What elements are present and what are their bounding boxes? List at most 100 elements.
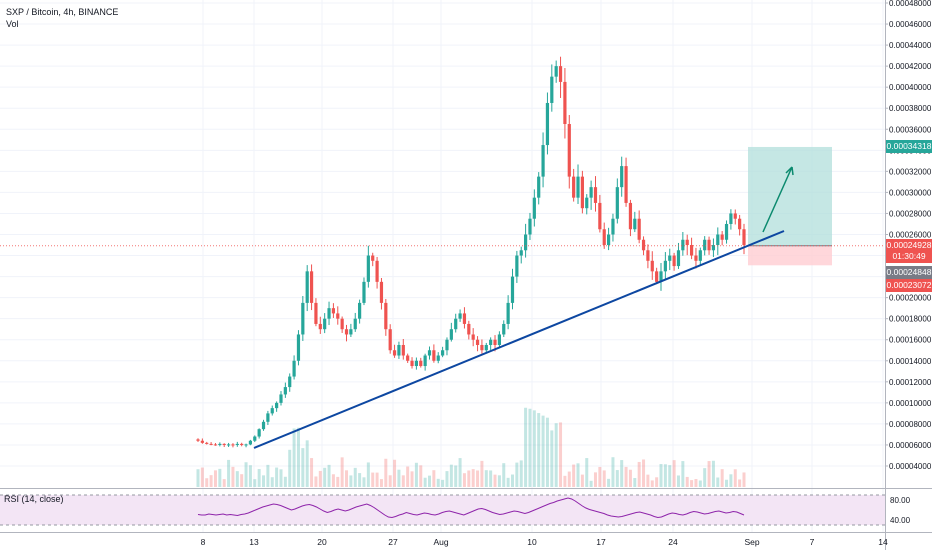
volume-bar (419, 465, 423, 487)
volume-bar (624, 466, 628, 487)
rsi-axis-label: 80.00 (890, 496, 911, 505)
price-tag: 01:30:49 (886, 250, 932, 264)
volume-bar (729, 474, 733, 487)
candle-body (296, 334, 301, 361)
volume-bar (690, 480, 694, 487)
price-tick-label: 0.00018000 (889, 315, 932, 324)
candle-body (567, 124, 571, 177)
candle-body (279, 394, 283, 403)
volume-bar (563, 475, 567, 487)
target-arrowhead (785, 166, 794, 176)
price-tick-label: 0.00004000 (889, 462, 932, 471)
candle-body (681, 239, 685, 251)
volume-bar (296, 427, 300, 487)
volume-bar (659, 464, 663, 487)
volume-bar (593, 472, 597, 487)
candle-body (458, 313, 462, 319)
volume-bar (209, 475, 213, 487)
volume-bar (248, 465, 252, 487)
volume-bar (646, 474, 650, 487)
candle-body (515, 255, 519, 277)
candle-body (550, 76, 554, 103)
rsi-legend[interactable]: RSI (14, close) (4, 494, 64, 504)
rsi-band (0, 495, 885, 525)
volume-bar (480, 460, 484, 487)
candle-body (305, 271, 309, 303)
volume-bar (406, 466, 410, 487)
candle-body (729, 213, 733, 224)
volume-bar (484, 470, 488, 487)
price-tick-label: 0.00010000 (889, 399, 932, 408)
volume-bar (436, 478, 440, 487)
volume-bar (637, 461, 641, 487)
volume-bar (349, 475, 353, 487)
candle-body (502, 323, 506, 335)
volume-bar (205, 478, 209, 487)
time-tick-label: 20 (317, 537, 327, 547)
volume-bar (703, 468, 707, 487)
candle-body (545, 102, 550, 146)
volume-bar (366, 462, 370, 487)
candle-body (628, 202, 633, 230)
candle-body (602, 229, 606, 246)
volume-bar (213, 470, 217, 487)
volume-bar (663, 464, 667, 487)
candle-body (392, 350, 397, 356)
volume-bar (388, 475, 392, 487)
candle-body (668, 255, 672, 261)
volume-bar (283, 476, 287, 487)
volume-bar (725, 479, 729, 487)
volume-bar (275, 467, 279, 487)
volume-bar (607, 478, 611, 487)
candle-body (248, 440, 253, 445)
volume-bar (720, 469, 724, 487)
volume-bar (379, 479, 383, 487)
volume-bar (231, 466, 235, 487)
candle-body (240, 443, 244, 445)
volume-bar (589, 480, 593, 487)
candle-body (375, 260, 379, 282)
volume-bar (222, 479, 226, 487)
volume-bar (676, 475, 680, 487)
price-tick-label: 0.00032000 (889, 167, 932, 176)
volume-bar (467, 470, 471, 487)
volume-bar (244, 462, 248, 487)
candle-body (685, 239, 689, 246)
candle-body (554, 66, 558, 77)
volume-bar (510, 474, 514, 487)
candle-body (205, 442, 209, 444)
candle-body (261, 421, 266, 430)
volume-bar (336, 476, 340, 487)
volume-bar (449, 464, 453, 487)
volume-bar (270, 477, 274, 487)
candle-body (406, 355, 410, 361)
volume-bar (458, 458, 462, 487)
candle-body (572, 176, 576, 198)
volume-bar (668, 465, 672, 487)
time-tick-label: 24 (668, 537, 678, 547)
profit-zone (748, 146, 832, 246)
volume-bar (471, 469, 475, 487)
candle-body (659, 271, 663, 282)
time-tick-label: 17 (596, 537, 606, 547)
volume-bar (528, 408, 532, 487)
candle-body (711, 245, 716, 251)
volume-bar (358, 473, 362, 487)
price-tick-label: 0.00036000 (889, 125, 932, 134)
volume-bar (257, 469, 261, 487)
symbol-line[interactable]: SXP / Bitcoin, 4h, BINANCE (6, 7, 119, 17)
candle-body (563, 81, 567, 125)
candle-body (585, 197, 589, 209)
candle-body (314, 302, 318, 324)
candle-body (506, 302, 510, 324)
volume-label[interactable]: Vol (6, 19, 19, 29)
candle-body (379, 281, 384, 303)
candle-body (301, 302, 305, 335)
candle-body (235, 443, 239, 445)
volume-bar (262, 475, 266, 487)
time-tick-label: 13 (249, 537, 259, 547)
candle-body (414, 360, 418, 367)
time-tick-label: 10 (527, 537, 537, 547)
time-tick-label: 27 (388, 537, 398, 547)
